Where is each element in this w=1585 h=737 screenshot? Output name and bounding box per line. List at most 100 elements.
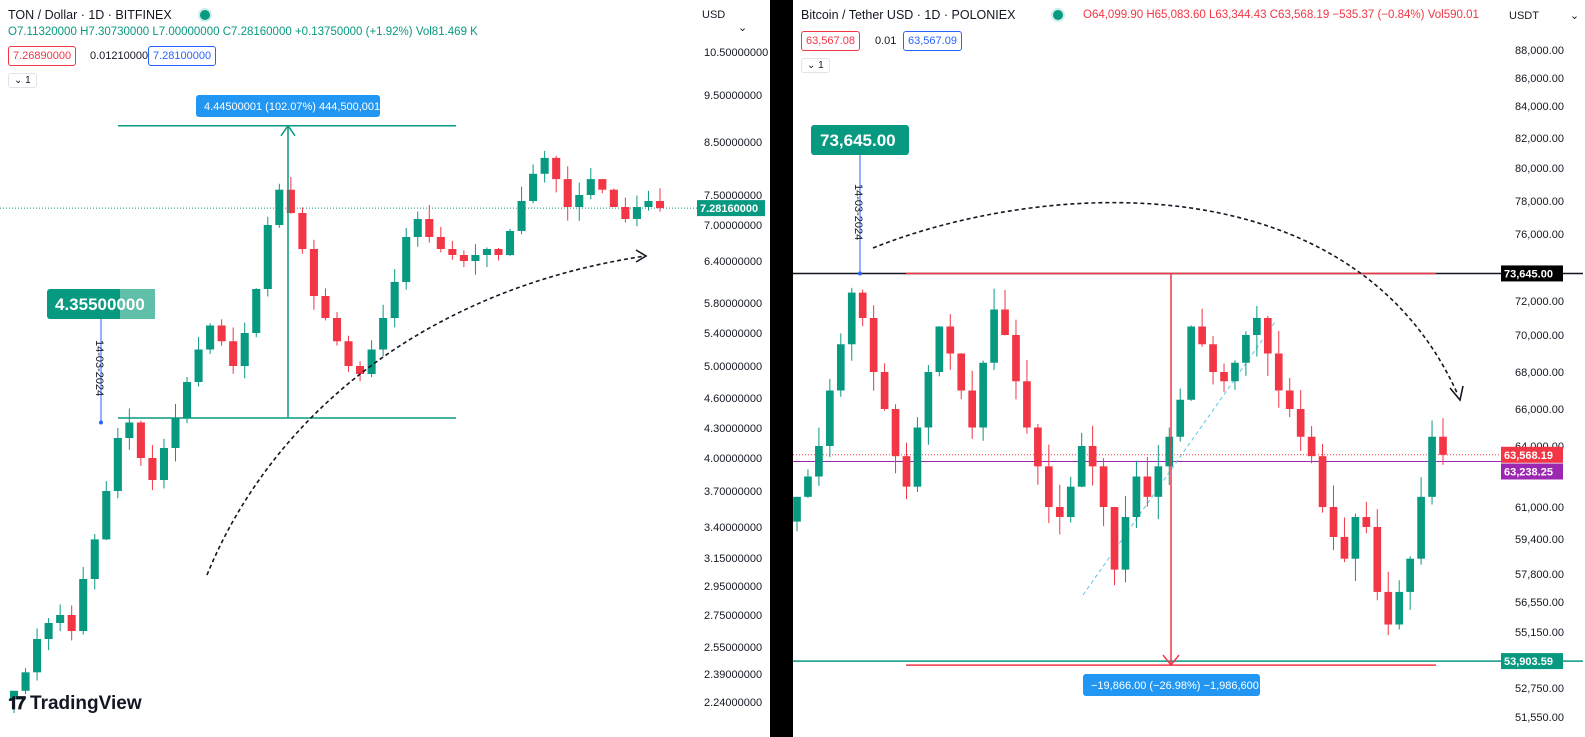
candle-body (1329, 507, 1338, 537)
candle-body (563, 179, 572, 207)
ton-chart-panel[interactable]: 4.44500001 (102.07%) 444,500,001 4.355000… (0, 0, 770, 737)
btc-chart-canvas[interactable]: −19,866.00 (−26.98%) −1,986,600 73,645.00… (793, 0, 1585, 737)
ohlc-close: C7.28160000 (222, 26, 292, 38)
ton-ohlc-row: O7.11320000 H7.30730000 L7.00000000 C7.2… (8, 26, 478, 38)
candle-body (869, 318, 878, 372)
candle-body (826, 390, 834, 446)
candle-body (1362, 517, 1371, 527)
btc-symbol-title[interactable]: Bitcoin / Tether USD · 1D · POLONIEX (801, 8, 1016, 22)
price-axis-tick: 80,000.00 (1515, 163, 1564, 175)
collapse-indicators-button[interactable]: ⌄ 1 (801, 58, 830, 73)
candle-body (67, 615, 76, 631)
candle-body (1274, 353, 1283, 391)
chevron-down-icon: ⌄ (14, 75, 23, 86)
candle-body (609, 189, 618, 207)
last-price-tag: 63,568.19 (1504, 450, 1553, 462)
chevron-down-icon: ⌄ (807, 60, 816, 71)
currency-select[interactable]: USD ⌄ (702, 9, 770, 34)
candle-body (1165, 436, 1174, 467)
price-axis-tick: 4.60000000 (704, 393, 762, 405)
candle-body (240, 333, 249, 366)
ohlc-change: +0.13750000 (+1.92%) (294, 26, 413, 38)
date-label: 14-03-2024 (852, 184, 864, 240)
candle-body (1099, 466, 1108, 507)
candle-body (56, 615, 65, 623)
candle-body (540, 157, 549, 174)
price-axis-tick: 88,000.00 (1515, 45, 1564, 57)
candle-body (217, 325, 226, 342)
candle-body (102, 491, 111, 540)
candle-body (1231, 362, 1239, 382)
candle-body (379, 318, 388, 350)
candle-body (1318, 456, 1327, 507)
candle-body (957, 353, 966, 391)
candle-body (505, 231, 515, 255)
resistance-price-tag-bg (1501, 265, 1563, 282)
ohlc-low: L7.00000000 (152, 26, 220, 38)
candle-body (979, 362, 987, 428)
support-price-tag: 53,903.59 (1504, 656, 1553, 668)
candle-body (194, 349, 203, 382)
currency-select[interactable]: USDT ⌄ (1509, 9, 1579, 22)
date-label: 14-03-2024 (93, 340, 105, 396)
price-axis-tick: 7.50000000 (704, 190, 762, 202)
price-axis-tick: 61,000.00 (1515, 502, 1564, 514)
candle-body (858, 292, 867, 318)
measure-label: 4.44500001 (102.07%) 444,500,001 (204, 101, 380, 113)
sell-price-button[interactable]: 63,567.08 (801, 31, 860, 51)
candle-body (529, 173, 538, 201)
candle-body (1307, 436, 1316, 457)
peak-label-fade (120, 289, 155, 319)
candle-body (390, 282, 399, 318)
candle-body (275, 189, 284, 225)
candle-body (44, 623, 53, 639)
candle-body (367, 349, 376, 374)
candle-body (356, 366, 365, 374)
candle-body (1001, 309, 1009, 335)
measure-label-bg (196, 95, 380, 117)
candle-body (1066, 486, 1075, 517)
spread-value: 0.01210000 (86, 47, 153, 65)
candle-body (9, 690, 19, 700)
price-axis-tick: 78,000.00 (1515, 196, 1564, 208)
collapse-indicators-button[interactable]: ⌄ 1 (8, 73, 37, 88)
candle-body (836, 344, 845, 391)
moving-average-tag-bg (1501, 463, 1563, 480)
candle-body (1077, 446, 1086, 487)
ton-chart-canvas[interactable]: 4.44500001 (102.07%) 444,500,001 4.355000… (0, 0, 770, 737)
candle-body (1121, 517, 1130, 570)
ton-symbol-title[interactable]: TON / Dollar · 1D · BITFINEX (8, 8, 172, 22)
candle-body (924, 372, 933, 428)
ohlc-high: H65,083.60 (1146, 9, 1206, 21)
candle-body (902, 456, 911, 487)
btc-chart-panel[interactable]: −19,866.00 (−26.98%) −1,986,600 73,645.00… (793, 0, 1585, 737)
price-axis-tick: 51,550.00 (1515, 712, 1564, 724)
trend-arrow-curve (872, 201, 1459, 396)
support-price-tag-bg (1501, 653, 1563, 670)
price-axis-tick: 4.00000000 (704, 453, 762, 465)
candle-body (425, 219, 434, 237)
peak-label: 73,645.00 (820, 131, 896, 150)
tradingview-logo[interactable]: 𝟏𝟕 TradingView (8, 693, 142, 715)
ohlc-open: O64,099.90 (1083, 9, 1144, 21)
buy-price-button[interactable]: 7.28100000 (148, 46, 217, 66)
candle-body (1012, 335, 1020, 382)
ohlc-close: C63,568.19 (1269, 9, 1330, 21)
candle-body (1351, 517, 1360, 559)
candle-body (517, 201, 526, 231)
candle-body (1154, 466, 1163, 497)
candle-body (968, 390, 977, 428)
candle-body (1023, 381, 1031, 428)
peak-label: 4.35500000 (55, 295, 145, 314)
candle-body (1176, 399, 1185, 437)
price-axis-tick: 6.40000000 (704, 256, 762, 268)
sell-price-button[interactable]: 7.26890000 (8, 46, 77, 66)
buy-price-button[interactable]: 63,567.09 (903, 31, 962, 51)
ohlc-open: O7.11320000 (8, 26, 77, 38)
candle-body (1242, 335, 1250, 363)
price-axis-tick: 57,800.00 (1515, 569, 1564, 581)
candle-body (252, 289, 261, 333)
candle-body (1285, 390, 1294, 409)
price-axis-tick: 10.50000000 (704, 47, 768, 59)
price-axis-tick: 8.50000000 (704, 137, 762, 149)
